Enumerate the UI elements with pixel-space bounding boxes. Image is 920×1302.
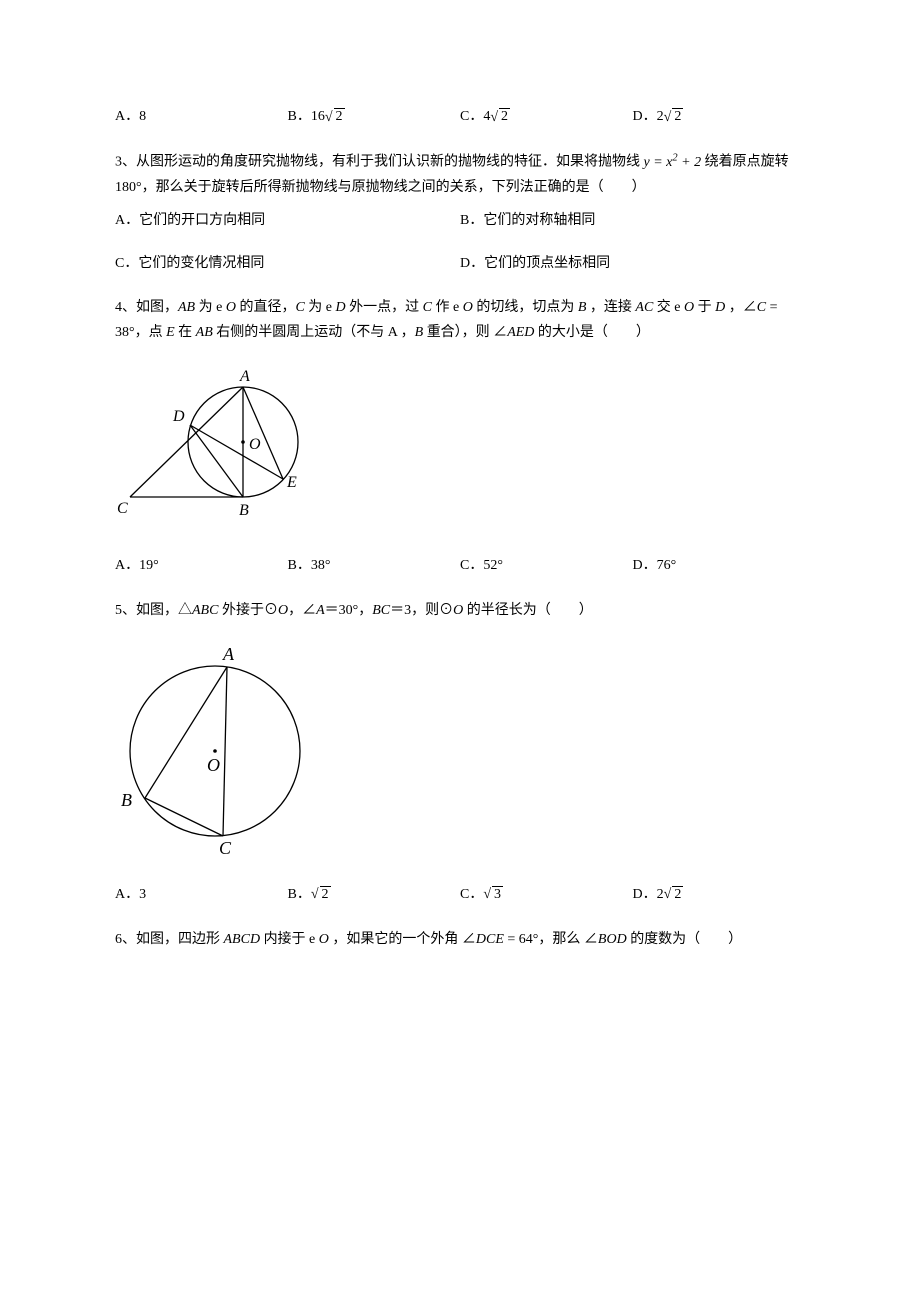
q4-option-a: A．19°	[115, 553, 288, 578]
q4-label-b: B	[239, 502, 249, 519]
q2-option-b: B．162	[288, 104, 461, 129]
q3-option-a: A．它们的开口方向相同	[115, 208, 460, 233]
q5-option-d: D．22	[633, 882, 806, 907]
q5-opt-b-label: B．	[288, 887, 311, 902]
q5-label-c: C	[219, 838, 232, 858]
q5-option-a: A．3	[115, 882, 288, 907]
q6-text: 6、如图，四边形 ABCD 内接于 e O ，如果它的一个外角 ∠DCE = 6…	[115, 927, 805, 952]
q5-text: 5、如图，△ABC 外接于⊙O，∠A＝30°，BC＝3，则⊙O 的半径长为（ ）	[115, 598, 805, 623]
q2-option-a: A．8	[115, 104, 288, 129]
q5-label-a: A	[222, 644, 235, 664]
q4-label-c: C	[117, 500, 128, 517]
q5-opt-c-label: C．	[460, 887, 483, 902]
sqrt-d: 2	[664, 882, 684, 907]
q3-prefix: 3、从图形运动的角度研究抛物线，有利于我们认识新的抛物线的特征．如果将抛物线	[115, 155, 644, 170]
q4-figure: A B C D E O	[115, 357, 805, 541]
q2-opt-b-label: B．16	[288, 109, 325, 124]
sqrt-c: 3	[483, 882, 503, 907]
q3-text: 3、从图形运动的角度研究抛物线，有利于我们认识新的抛物线的特征．如果将抛物线 y…	[115, 149, 805, 200]
q4-option-d: D．76°	[633, 553, 806, 578]
q4-label-e: E	[286, 474, 297, 491]
q3-formula: y = x2 + 2	[644, 155, 702, 170]
q3-options-row2: C．它们的变化情况相同 D．它们的顶点坐标相同	[115, 251, 805, 276]
q2-opt-d-label: D．2	[633, 109, 664, 124]
q5-label-b: B	[121, 790, 132, 810]
q2-option-d: D．22	[633, 104, 806, 129]
q3-option-b: B．它们的对称轴相同	[460, 208, 805, 233]
sqrt-2-b: 2	[325, 104, 345, 129]
q4-option-b: B．38°	[288, 553, 461, 578]
q4-label-o: O	[249, 436, 261, 453]
q4-text: 4、如图，AB 为 e O 的直径，C 为 e D 外一点，过 C 作 e O …	[115, 295, 805, 345]
q5-label-o: O	[207, 755, 220, 775]
q5-figure: A B C O	[115, 636, 805, 870]
q5-opt-d-label: D．2	[633, 887, 664, 902]
q2-opt-c-label: C．4	[460, 109, 490, 124]
q3-option-c: C．它们的变化情况相同	[115, 251, 460, 276]
q4-label-d: D	[172, 408, 185, 425]
sqrt-b: 2	[311, 882, 331, 907]
q4-option-c: C．52°	[460, 553, 633, 578]
q3-option-d: D．它们的顶点坐标相同	[460, 251, 805, 276]
q5-option-c: C．3	[460, 882, 633, 907]
q4-options: A．19° B．38° C．52° D．76°	[115, 553, 805, 578]
sqrt-2-c: 2	[490, 104, 510, 129]
q5-options: A．3 B．2 C．3 D．22	[115, 882, 805, 907]
q3-options-row1: A．它们的开口方向相同 B．它们的对称轴相同	[115, 208, 805, 233]
q2-option-c: C．42	[460, 104, 633, 129]
q4-label-a: A	[239, 368, 250, 385]
sqrt-2-d: 2	[664, 104, 684, 129]
q5-option-b: B．2	[288, 882, 461, 907]
q2-options: A．8 B．162 C．42 D．22	[115, 104, 805, 129]
